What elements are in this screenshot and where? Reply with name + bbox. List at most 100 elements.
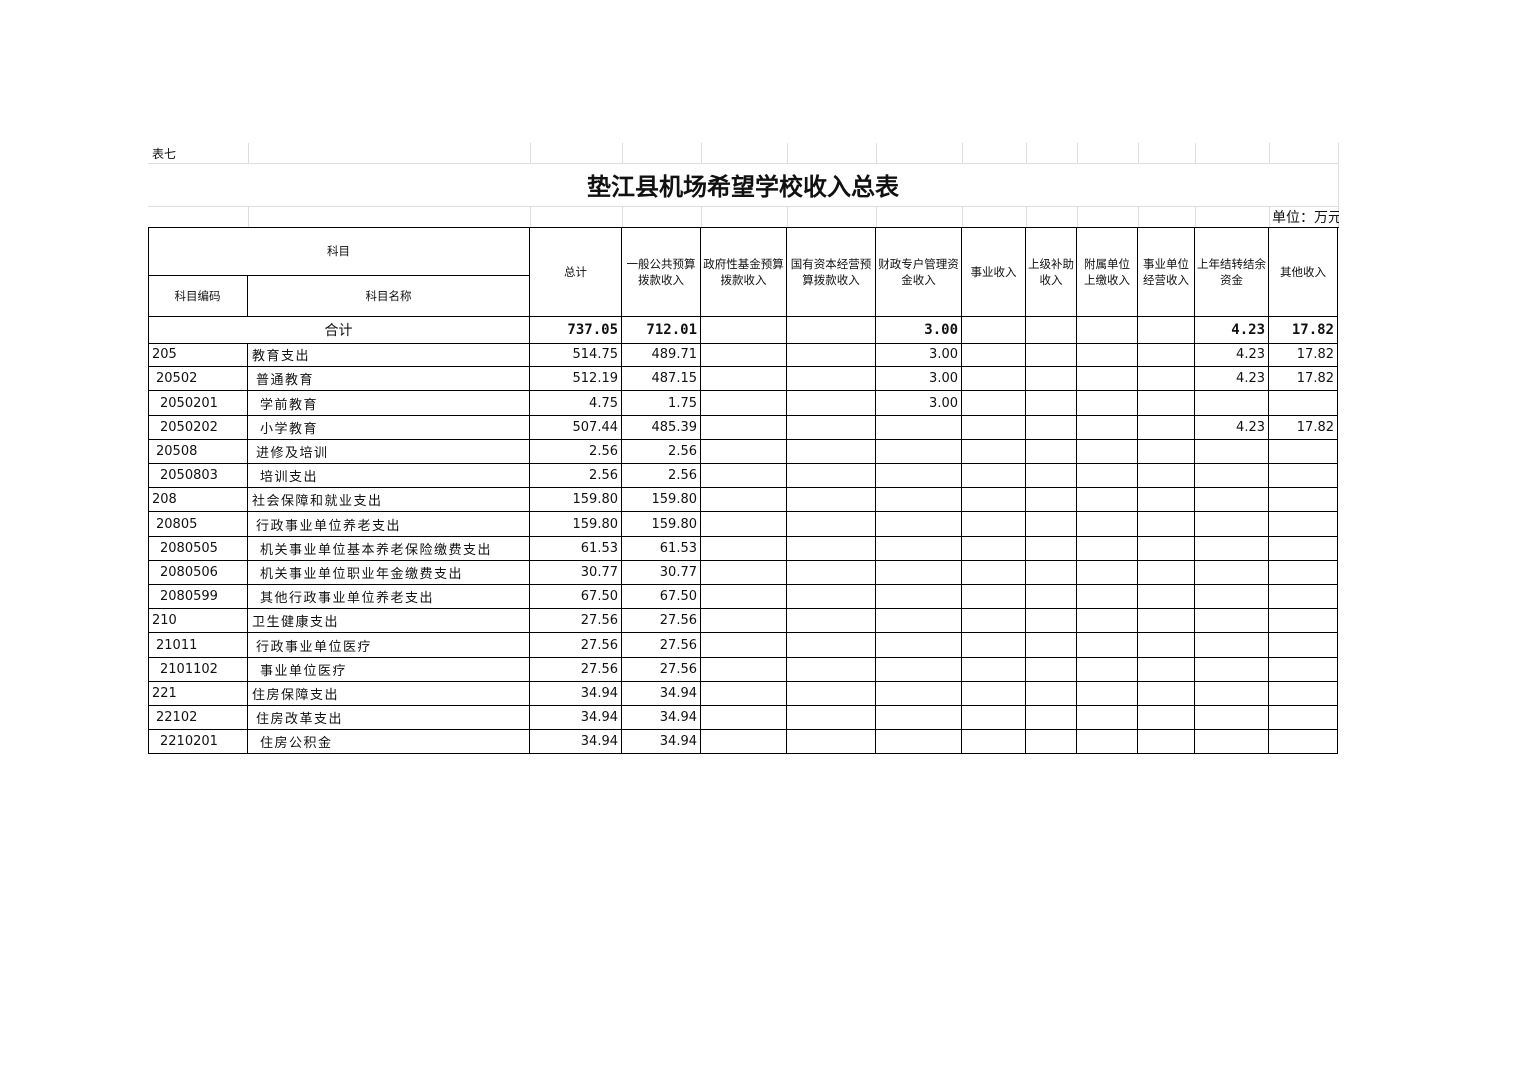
value-cell [787,658,876,682]
value-cell: 1.75 [622,391,701,416]
value-cell [701,440,787,464]
value-cell [962,512,1026,537]
value-cell [787,391,876,416]
grid-cell [701,143,788,164]
code-cell: 20502 [148,367,248,391]
value-cell: 2.56 [622,464,701,488]
value-cell: 27.56 [622,658,701,682]
grid-cell [148,143,249,164]
value-cell [1026,367,1077,391]
name-cell: 其他行政事业单位养老支出 [248,585,530,609]
value-cell [701,391,787,416]
total-value [787,316,876,344]
grid-cell [622,143,702,164]
name-cell: 机关事业单位基本养老保险缴费支出 [248,537,530,561]
value-cell [1077,609,1138,633]
value-cell [1138,488,1195,512]
value-cell [701,658,787,682]
value-cell: 27.56 [530,633,622,658]
value-cell [1138,367,1195,391]
value-cell [1077,585,1138,609]
value-cell: 487.15 [622,367,701,391]
value-cell [787,537,876,561]
value-cell [1195,609,1269,633]
total-value: 17.82 [1269,316,1338,344]
value-cell: 17.82 [1269,343,1338,367]
value-cell [1138,391,1195,416]
code-cell: 208 [148,488,248,512]
value-cell [1077,343,1138,367]
value-cell [1195,440,1269,464]
value-cell [1077,706,1138,730]
value-cell [1269,585,1338,609]
value-cell [1026,440,1077,464]
value-cell [1138,730,1195,754]
grid-cell [1195,206,1270,228]
value-cell [1026,561,1077,585]
value-cell: 159.80 [622,488,701,512]
grid-cell [248,143,531,164]
value-cell [1195,512,1269,537]
grid-cell [1026,143,1078,164]
value-cell [1269,609,1338,633]
code-cell: 221 [148,682,248,706]
value-cell: 489.71 [622,343,701,367]
value-cell [701,585,787,609]
value-cell [701,512,787,537]
grid-cell [1026,206,1078,228]
value-cell [1077,488,1138,512]
value-cell [1138,343,1195,367]
title: 垫江县机场希望学校收入总表 [148,163,1339,207]
header-cell: 其他收入 [1269,227,1338,317]
value-cell: 34.94 [530,706,622,730]
value-cell [962,658,1026,682]
value-cell [876,440,962,464]
value-cell [701,416,787,440]
value-cell [1195,464,1269,488]
value-cell [787,512,876,537]
value-cell [1077,537,1138,561]
value-cell [1138,537,1195,561]
total-value [1077,316,1138,344]
grid-cell [622,206,702,228]
value-cell [1026,609,1077,633]
grid-cell [1138,143,1196,164]
value-cell [1026,730,1077,754]
value-cell [1026,585,1077,609]
value-cell: 34.94 [622,730,701,754]
value-cell [876,585,962,609]
code-cell: 210 [148,609,248,633]
header-cell: 总计 [530,227,622,317]
value-cell [876,488,962,512]
value-cell [1026,464,1077,488]
value-cell: 34.94 [622,706,701,730]
value-cell: 30.77 [622,561,701,585]
value-cell: 27.56 [622,633,701,658]
name-cell: 事业单位医疗 [248,658,530,682]
value-cell: 159.80 [530,512,622,537]
grid-cell [1138,206,1196,228]
value-cell [1026,682,1077,706]
value-cell [962,561,1026,585]
total-label: 合计 [148,316,530,344]
total-value [1026,316,1077,344]
value-cell [876,609,962,633]
value-cell: 30.77 [530,561,622,585]
value-cell [1138,633,1195,658]
code-cell: 21011 [148,633,248,658]
header-cell: 事业单位经营收入 [1138,227,1195,317]
value-cell [962,488,1026,512]
value-cell [1195,488,1269,512]
value-cell: 27.56 [530,609,622,633]
value-cell [1195,706,1269,730]
value-cell [1195,730,1269,754]
table-frame [148,227,1339,228]
value-cell [1195,633,1269,658]
value-cell [1077,391,1138,416]
value-cell [1138,416,1195,440]
value-cell [876,464,962,488]
value-cell [876,682,962,706]
total-value [701,316,787,344]
value-cell [787,464,876,488]
value-cell [1138,658,1195,682]
